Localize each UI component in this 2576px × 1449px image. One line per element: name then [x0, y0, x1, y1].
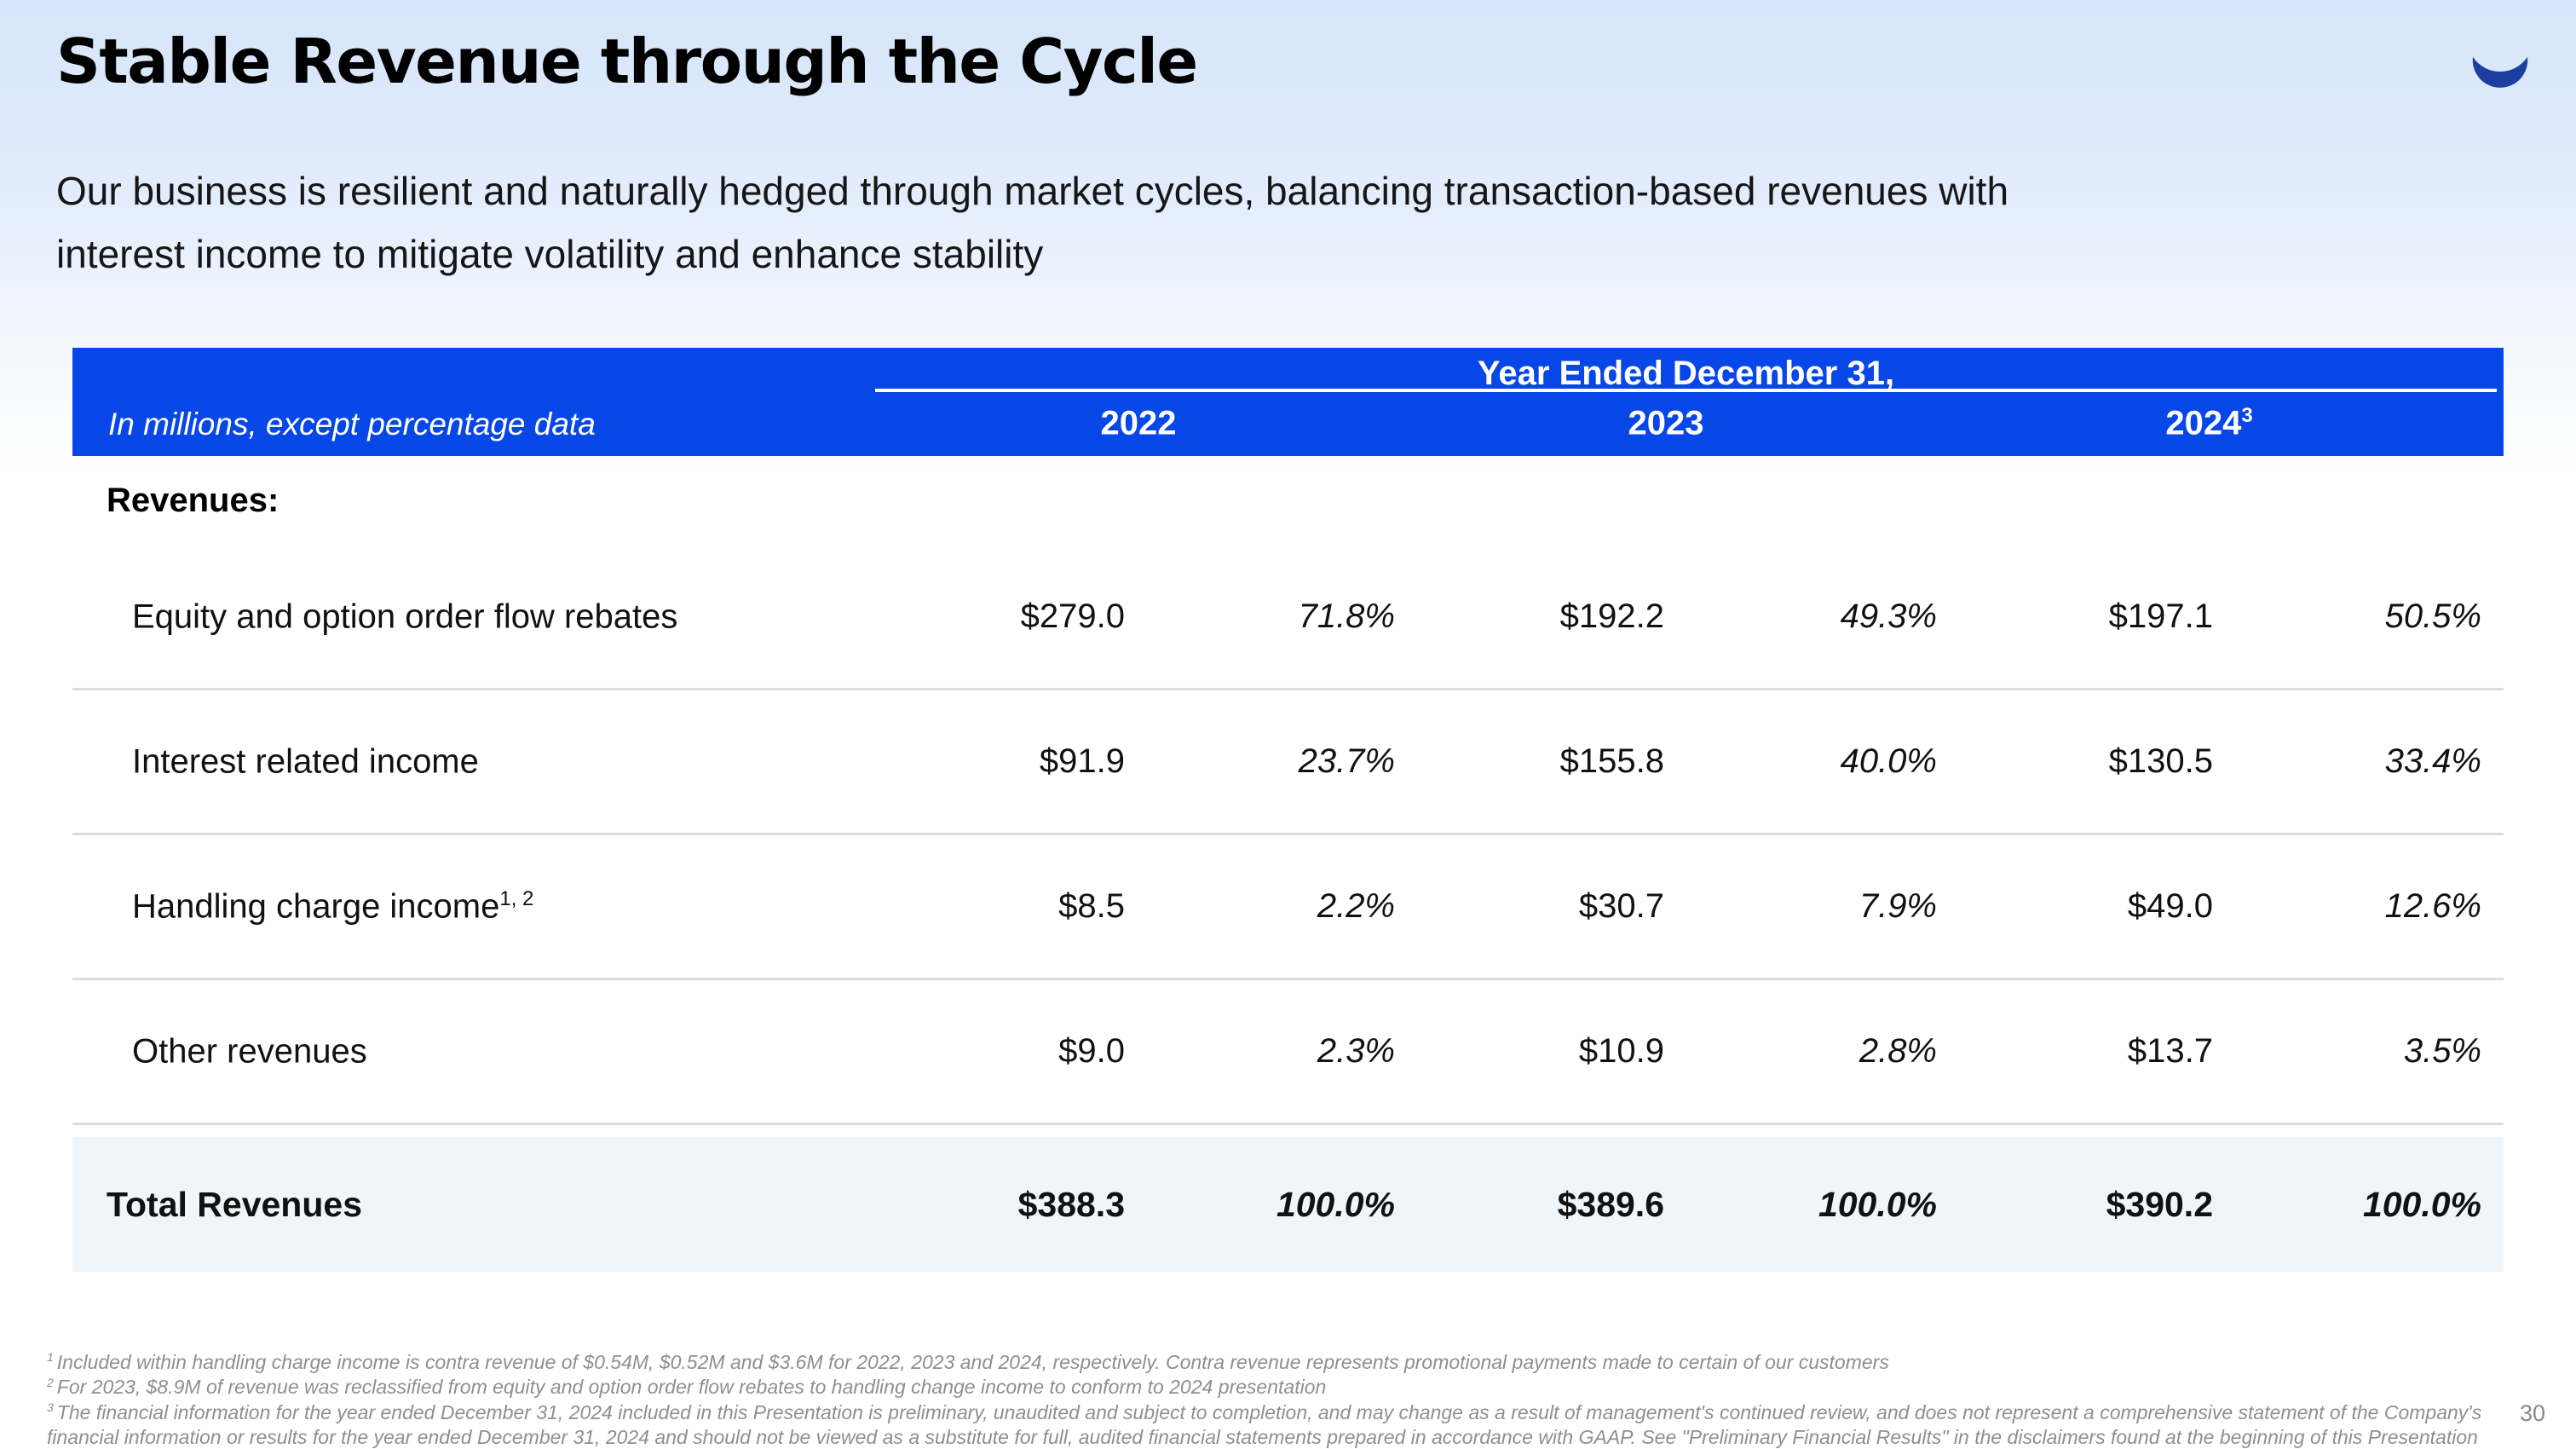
total-label: Total Revenues — [107, 1184, 362, 1224]
revenue-table: In millions, except percentage data Year… — [72, 348, 2504, 1272]
amount-cell: $389.6 — [1557, 1184, 1664, 1224]
table-row: Handling charge income1, 2 $8.5 2.2% $30… — [72, 835, 2504, 980]
column-header-2024: 20243 — [2165, 403, 2253, 442]
amount-cell: $130.5 — [2108, 742, 2213, 780]
amount-cell: $49.0 — [2127, 887, 2213, 925]
amount-cell: $155.8 — [1559, 742, 1664, 780]
amount-cell: $197.1 — [2108, 597, 2213, 635]
percent-cell: 7.9% — [1859, 887, 1937, 925]
percent-cell: 3.5% — [2403, 1032, 2481, 1070]
amount-cell: $390.2 — [2106, 1184, 2213, 1224]
amount-cell: $9.0 — [1058, 1032, 1125, 1070]
amount-cell: $10.9 — [1578, 1032, 1664, 1070]
percent-cell: 49.3% — [1840, 597, 1937, 635]
percent-cell: 100.0% — [1818, 1184, 1937, 1224]
amount-cell: $30.7 — [1578, 887, 1664, 925]
total-revenues-row: Total Revenues $388.3 100.0% $389.6 100.… — [72, 1137, 2504, 1272]
page-number: 30 — [2519, 1400, 2545, 1426]
amount-cell: $388.3 — [1017, 1184, 1125, 1224]
percent-cell: 12.6% — [2384, 887, 2481, 925]
row-label: Other revenues — [132, 1032, 367, 1071]
slide-subtitle: Our business is resilient and naturally … — [56, 160, 2408, 286]
footnote-2: 2 For 2023, $8.9M of revenue was reclassi… — [47, 1375, 1327, 1399]
amount-cell: $192.2 — [1559, 597, 1664, 635]
percent-cell: 2.2% — [1317, 887, 1395, 925]
amount-cell: $8.5 — [1058, 887, 1125, 925]
percent-cell: 100.0% — [2362, 1184, 2481, 1224]
page-title: Stable Revenue through the Cycle — [56, 26, 1198, 97]
percent-cell: 2.8% — [1859, 1032, 1937, 1070]
percent-cell: 71.8% — [1298, 597, 1395, 635]
amount-cell: $91.9 — [1039, 742, 1125, 780]
row-label: Equity and option order flow rebates — [132, 597, 678, 636]
footnote-1: 1 Included within handling charge income … — [47, 1350, 1889, 1373]
section-label-revenues: Revenues: — [107, 482, 279, 519]
header-underline — [875, 389, 2497, 392]
footnote-3: 3 The financial information for the year … — [47, 1400, 2482, 1449]
amount-cell: $279.0 — [1020, 597, 1125, 635]
table-units-note: In millions, except percentage data — [108, 407, 596, 442]
table-row: Interest related income $91.9 23.7% $155… — [72, 690, 2504, 835]
percent-cell: 100.0% — [1276, 1184, 1395, 1224]
year-footnote-marker: 3 — [2241, 403, 2253, 427]
table-row: Other revenues $9.0 2.3% $10.9 2.8% $13.… — [72, 980, 2504, 1125]
percent-cell: 33.4% — [2384, 742, 2481, 780]
column-header-2023: 2023 — [1628, 404, 1704, 442]
percent-cell: 50.5% — [2384, 597, 2481, 635]
percent-cell: 40.0% — [1840, 742, 1937, 780]
year-group-header: Year Ended December 31, — [1477, 355, 1895, 392]
table-row: Equity and option order flow rebates $27… — [72, 546, 2504, 690]
percent-cell: 23.7% — [1298, 742, 1395, 780]
company-crescent-logo-icon — [2472, 56, 2528, 88]
subtitle-line-2: interest income to mitigate volatility a… — [56, 231, 1044, 276]
row-label: Interest related income — [132, 742, 479, 781]
column-header-2022: 2022 — [1100, 404, 1177, 442]
amount-cell: $13.7 — [2127, 1032, 2213, 1070]
subtitle-line-1: Our business is resilient and naturally … — [56, 169, 2009, 213]
row-label: Handling charge income1, 2 — [132, 886, 534, 926]
table-header: In millions, except percentage data Year… — [72, 348, 2504, 456]
percent-cell: 2.3% — [1317, 1032, 1395, 1070]
row-footnote-marker: 1, 2 — [499, 886, 534, 910]
footnotes: 1 Included within handling charge income … — [47, 1350, 2510, 1449]
